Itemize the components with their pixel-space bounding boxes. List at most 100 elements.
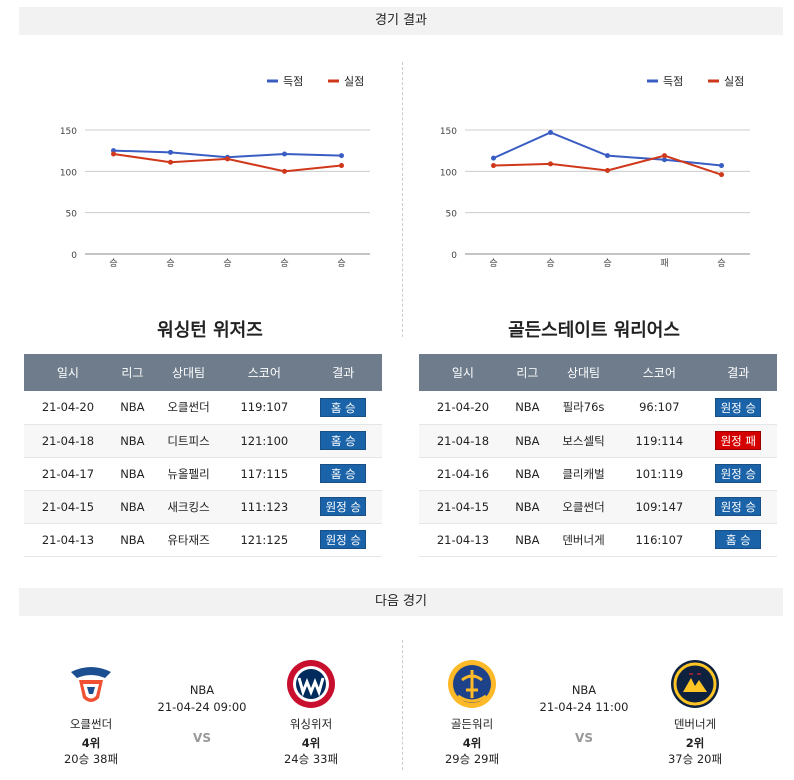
cell-date: 21-04-20 <box>419 391 507 425</box>
conceded-point <box>662 153 667 159</box>
cell-result: 원정 승 <box>304 490 382 524</box>
cell-result: 원정 승 <box>699 490 777 524</box>
next-header: 다음 경기 <box>19 588 783 616</box>
nuggets-logo-icon <box>669 658 721 710</box>
score-point <box>662 157 667 163</box>
legend-score-label: 득점 <box>663 75 683 88</box>
team-record: 37승 20패 <box>667 752 723 766</box>
col-opponent: 상대팀 <box>547 354 620 391</box>
score-point <box>605 153 610 159</box>
col-league: 리그 <box>506 354 548 391</box>
team-rank: 4위 <box>301 736 321 750</box>
cell-opponent: 클리캐벌 <box>547 457 620 491</box>
y-tick-label: 0 <box>451 251 457 261</box>
left-results-table: 일시 리그 상대팀 스코어 결과 21-04-20 NBA 오클썬더 119:107 홈… <box>24 354 382 557</box>
cell-score: 101:119 <box>619 457 700 491</box>
legend-score-label: 득점 <box>283 75 303 88</box>
cell-league: NBA <box>506 523 548 557</box>
conceded-point <box>111 151 116 157</box>
next-left-home-team[interactable]: 오클썬더 4위 20승 38패 <box>46 658 136 767</box>
cell-date: 21-04-16 <box>419 457 507 491</box>
cell-date: 21-04-17 <box>24 457 112 491</box>
vs-label: VS <box>193 731 211 745</box>
cell-league: NBA <box>506 457 548 491</box>
score-point <box>491 155 496 161</box>
cell-date: 21-04-13 <box>419 523 507 557</box>
result-badge: 홈 승 <box>320 431 367 450</box>
next-right-home-team[interactable]: 골든워리 4위 29승 29패 <box>427 658 517 767</box>
y-tick-label: 100 <box>440 168 457 178</box>
next-left-match-info: NBA 21-04-24 09:00 <box>142 683 262 714</box>
cell-opponent: 뉴올펠리 <box>152 457 225 491</box>
cell-date: 21-04-20 <box>24 391 112 425</box>
result-badge: 원정 승 <box>320 530 367 549</box>
col-result: 결과 <box>304 354 382 391</box>
warriors-logo-icon <box>446 658 498 710</box>
score-point <box>168 149 173 155</box>
cell-league: NBA <box>111 523 153 557</box>
y-tick-label: 0 <box>71 251 77 261</box>
cell-league: NBA <box>506 424 548 458</box>
table-row: 21-04-17 NBA 뉴올펠리 117:115 홈 승 <box>24 457 382 491</box>
results-header: 경기 결과 <box>19 7 783 35</box>
x-tick-label: 승 <box>489 258 497 269</box>
cell-result: 원정 승 <box>699 391 777 425</box>
cell-score: 119:114 <box>619 424 700 458</box>
cell-score: 109:147 <box>619 490 700 524</box>
table-row: 21-04-20 NBA 오클썬더 119:107 홈 승 <box>24 391 382 425</box>
team-record: 20승 38패 <box>63 752 119 766</box>
col-date: 일시 <box>24 354 112 391</box>
next-left-away-team[interactable]: 워싱위저 4위 24승 33패 <box>266 658 356 767</box>
score-point <box>282 151 287 157</box>
cell-score: 96:107 <box>619 391 700 425</box>
cell-date: 21-04-18 <box>419 424 507 458</box>
cell-league: NBA <box>506 490 548 524</box>
cell-score: 121:100 <box>224 424 305 458</box>
conceded-point <box>339 163 344 169</box>
result-badge: 원정 승 <box>320 497 367 516</box>
cell-league: NBA <box>111 457 153 491</box>
table-row: 21-04-13 NBA 유타재즈 121:125 원정 승 <box>24 523 382 557</box>
x-tick-label: 패 <box>660 258 668 269</box>
team-record: 24승 33패 <box>283 752 339 766</box>
cell-score: 119:107 <box>224 391 305 425</box>
cell-result: 원정 승 <box>304 523 382 557</box>
cell-opponent: 새크킹스 <box>152 490 225 524</box>
x-tick-label: 승 <box>166 258 174 269</box>
x-tick-label: 승 <box>546 258 554 269</box>
y-tick-label: 150 <box>440 127 457 137</box>
team-rank: 4위 <box>81 736 101 750</box>
x-tick-label: 승 <box>280 258 288 269</box>
col-date: 일시 <box>419 354 507 391</box>
x-tick-label: 승 <box>337 258 345 269</box>
result-badge: 홈 승 <box>320 464 367 483</box>
cell-date: 21-04-18 <box>24 424 112 458</box>
cell-score: 116:107 <box>619 523 700 557</box>
conceded-point <box>282 168 287 174</box>
cell-opponent: 덴버너게 <box>547 523 620 557</box>
cell-result: 홈 승 <box>304 457 382 491</box>
table-row: 21-04-18 NBA 보스셀틱 119:114 원정 패 <box>419 424 777 458</box>
team-record: 29승 29패 <box>444 752 500 766</box>
result-badge: 홈 승 <box>320 397 367 417</box>
x-tick-label: 승 <box>223 258 231 269</box>
league: NBA <box>571 683 597 697</box>
right-score-chart: 득점 실점 0 50 100 150 승 승 승 패 승 <box>440 60 750 285</box>
table-row: 21-04-15 NBA 새크킹스 111:123 원정 승 <box>24 490 382 524</box>
legend-conceded-label: 실점 <box>724 75 744 88</box>
score-point <box>719 163 724 169</box>
result-badge: 원정 승 <box>715 497 762 516</box>
col-score: 스코어 <box>224 354 305 391</box>
cell-league: NBA <box>111 391 153 425</box>
cell-score: 121:125 <box>224 523 305 557</box>
cell-opponent: 보스셀틱 <box>547 424 620 458</box>
legend-conceded-label: 실점 <box>344 75 364 88</box>
team-name: 워싱위저 <box>289 717 333 731</box>
y-tick-label: 50 <box>446 210 458 220</box>
next-right-away-team[interactable]: 덴버너게 2위 37승 20패 <box>650 658 740 767</box>
cell-opponent: 오클썬더 <box>547 490 620 524</box>
cell-score: 111:123 <box>224 490 305 524</box>
thunder-logo-icon <box>65 658 117 710</box>
cell-result: 홈 승 <box>699 523 777 557</box>
cell-result: 홈 승 <box>304 424 382 458</box>
